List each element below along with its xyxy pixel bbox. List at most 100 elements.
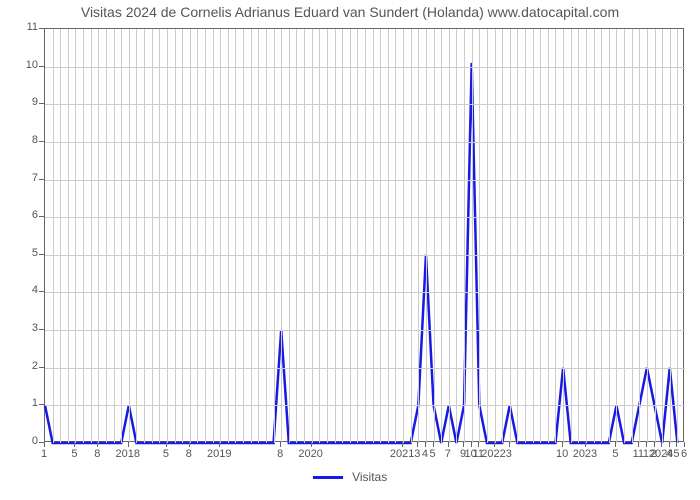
y-tick [39, 329, 44, 330]
x-tick [448, 442, 449, 447]
y-axis-label: 10 [10, 59, 38, 71]
x-tick [684, 442, 685, 447]
x-axis-label: 8 [277, 448, 283, 460]
gridline-v [670, 29, 671, 443]
y-axis-label: 3 [10, 322, 38, 334]
y-tick [39, 291, 44, 292]
gridline-v [525, 29, 526, 443]
gridline-v [510, 29, 511, 443]
y-axis-label: 7 [10, 172, 38, 184]
gridline-v [487, 29, 488, 443]
x-tick [669, 442, 670, 447]
gridline-v [411, 29, 412, 443]
gridline-v [677, 29, 678, 443]
gridline-v [144, 29, 145, 443]
gridline-v [616, 29, 617, 443]
y-axis-label: 6 [10, 209, 38, 221]
x-axis-label: 5 [163, 448, 169, 460]
gridline-v [197, 29, 198, 443]
x-axis-label: 5 [673, 448, 679, 460]
gridline-v [289, 29, 290, 443]
gridline-v [655, 29, 656, 443]
gridline-v [235, 29, 236, 443]
x-tick [280, 442, 281, 447]
x-tick [417, 442, 418, 447]
gridline-v [434, 29, 435, 443]
gridline-v [175, 29, 176, 443]
x-axis-label: 2018 [116, 448, 140, 460]
gridline-v [647, 29, 648, 443]
x-axis-label: 1 [41, 448, 47, 460]
gridline-v [662, 29, 663, 443]
x-axis-label: 10 [556, 448, 568, 460]
x-axis-label: 5 [612, 448, 618, 460]
y-axis-label: 11 [10, 21, 38, 33]
gridline-v [395, 29, 396, 443]
gridline-v [159, 29, 160, 443]
y-axis-label: 1 [10, 397, 38, 409]
x-axis-label: 2022 [481, 448, 505, 460]
gridline-v [533, 29, 534, 443]
x-axis-label: 8 [186, 448, 192, 460]
x-axis-label: 2019 [207, 448, 231, 460]
gridline-v [548, 29, 549, 443]
gridline-v [502, 29, 503, 443]
x-axis-label: 2023 [573, 448, 597, 460]
gridline-v [281, 29, 282, 443]
gridline-v [319, 29, 320, 443]
series-line [45, 63, 677, 443]
x-axis-label: 4 [666, 448, 672, 460]
gridline-v [624, 29, 625, 443]
gridline-v [563, 29, 564, 443]
gridline-v [639, 29, 640, 443]
x-tick [425, 442, 426, 447]
gridline-v [350, 29, 351, 443]
x-tick [219, 442, 220, 447]
gridline-v [60, 29, 61, 443]
gridline-v [152, 29, 153, 443]
gridline-v [83, 29, 84, 443]
x-tick [494, 442, 495, 447]
gridline-v [114, 29, 115, 443]
x-tick [661, 442, 662, 447]
gridline-v [335, 29, 336, 443]
gridline-v [182, 29, 183, 443]
y-tick [39, 179, 44, 180]
gridline-v [449, 29, 450, 443]
y-tick [39, 66, 44, 67]
x-tick [654, 442, 655, 447]
gridline-v [479, 29, 480, 443]
y-tick [39, 28, 44, 29]
y-tick [39, 254, 44, 255]
gridline-v [220, 29, 221, 443]
x-axis-label: 8 [94, 448, 100, 460]
gridline-v [464, 29, 465, 443]
gridline-v [75, 29, 76, 443]
x-axis-label: 7 [445, 448, 451, 460]
x-tick [402, 442, 403, 447]
y-tick [39, 367, 44, 368]
chart-container: Visitas 2024 de Cornelis Adrianus Eduard… [0, 0, 700, 500]
gridline-v [205, 29, 206, 443]
gridline-v [243, 29, 244, 443]
gridline-v [327, 29, 328, 443]
gridline-v [251, 29, 252, 443]
x-tick [74, 442, 75, 447]
x-tick [463, 442, 464, 447]
x-tick [166, 442, 167, 447]
gridline-v [540, 29, 541, 443]
legend-swatch [313, 476, 343, 479]
x-tick [478, 442, 479, 447]
gridline-v [632, 29, 633, 443]
gridline-v [228, 29, 229, 443]
gridline-v [380, 29, 381, 443]
gridline-v [342, 29, 343, 443]
gridline-v [418, 29, 419, 443]
legend-label: Visitas [352, 470, 387, 484]
x-tick [509, 442, 510, 447]
x-tick [615, 442, 616, 447]
gridline-v [601, 29, 602, 443]
x-tick [128, 442, 129, 447]
gridline-v [106, 29, 107, 443]
gridline-v [373, 29, 374, 443]
